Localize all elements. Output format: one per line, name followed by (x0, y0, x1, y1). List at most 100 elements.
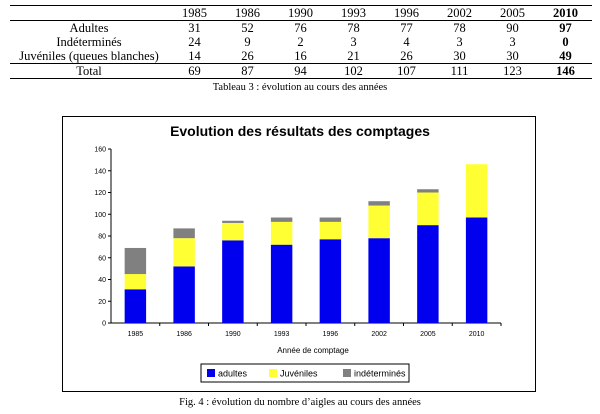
chart-frame: Evolution des résultats des comptages 0 2… (62, 116, 536, 392)
row-label: Indéterminés (56, 35, 122, 49)
table-cell: 78 (453, 21, 466, 35)
x-tick-label: 2005 (420, 331, 436, 338)
y-tick-label: 60 (98, 255, 106, 262)
x-tick-label: 2002 (371, 331, 387, 338)
total-cell: 94 (294, 64, 307, 78)
bar-segment-indéterminés (368, 201, 390, 206)
bar-segment-indéterminés (417, 189, 439, 193)
bars (124, 164, 488, 323)
row-label: Total (76, 64, 102, 78)
year-header: 2002 (447, 6, 472, 20)
legend-swatch (343, 369, 351, 377)
x-tick-label: 1985 (128, 331, 144, 338)
table-cell: 97 (559, 21, 572, 35)
table-cell: 90 (506, 21, 519, 35)
x-tick-label: 1986 (176, 331, 192, 338)
y-tick-label: 0 (102, 321, 106, 328)
bar-segment-indéterminés (270, 217, 293, 222)
table-row: Indéterminés 24 9 2 3 4 3 3 0 (10, 35, 592, 49)
table-caption: Tableau 3 : évolution au cours des année… (212, 82, 388, 93)
bar-segment-indéterminés (222, 220, 244, 223)
table-cell: 76 (294, 21, 307, 35)
bar-segment-adultes (222, 240, 244, 323)
table-cell: 9 (244, 35, 251, 49)
row-label: Adultes (69, 21, 109, 35)
legend-label: Juvéniles (280, 369, 318, 379)
table-cell: 49 (559, 49, 572, 63)
year-header: 1986 (235, 6, 260, 20)
table-corner-cell (10, 6, 168, 21)
counts-table: 1985 1986 1990 1993 1996 2002 2005 2010 … (10, 5, 592, 79)
y-tick-label: 140 (94, 168, 106, 175)
y-tick-label: 20 (98, 299, 106, 306)
bar-segment-indéterminés (319, 217, 342, 222)
stacked-bar-chart: Evolution des résultats des comptages 0 2… (94, 123, 502, 383)
legend-swatch (207, 369, 215, 377)
total-cell: 107 (397, 64, 416, 78)
total-cell: 102 (344, 64, 363, 78)
total-cell: 111 (450, 64, 469, 78)
year-header: 1996 (394, 6, 419, 20)
x-axis: 1985 1986 1990 1993 1996 2002 2005 2010 (111, 322, 502, 338)
table-cell: 3 (350, 35, 357, 49)
legend-label: adultes (218, 369, 248, 379)
bar-segment-juvéniles (124, 274, 147, 290)
table-row: Adultes 31 52 76 78 77 78 90 97 (10, 21, 592, 36)
bar-segment-juvéniles (319, 221, 342, 240)
bar-segment-adultes (465, 217, 488, 323)
bar-segment-indéterminés (173, 228, 195, 239)
y-tick-label: 40 (98, 277, 106, 284)
table-cell: 78 (347, 21, 360, 35)
table-header-row: 1985 1986 1990 1993 1996 2002 2005 2010 (10, 5, 592, 21)
y-tick-label: 100 (94, 212, 106, 219)
legend-box (200, 363, 410, 383)
total-cell: 69 (188, 64, 201, 78)
y-axis: 0 20 40 60 80 100 120 140 160 (94, 147, 112, 328)
table-cell: 3 (509, 35, 516, 49)
bar-segment-juvéniles (173, 238, 195, 267)
table-cell: 14 (188, 49, 201, 63)
y-tick-label: 160 (94, 147, 106, 154)
bar-segment-juvéniles (417, 192, 439, 226)
x-tick-label: 1996 (323, 331, 339, 338)
total-cell: 87 (241, 64, 254, 78)
y-tick-label: 80 (98, 234, 106, 241)
table-total-row: Total 69 87 94 102 107 111 123 146 (10, 63, 592, 79)
bar-segment-juvéniles (465, 164, 488, 218)
year-header: 2010 (553, 6, 578, 20)
table-cell: 31 (188, 21, 201, 35)
bar-segment-adultes (173, 266, 195, 323)
x-tick-label: 1993 (274, 331, 290, 338)
table-row: Juvéniles (queues blanches) 14 26 16 21 … (10, 49, 592, 64)
x-axis-label: Année de comptage (277, 346, 349, 355)
bar-segment-indéterminés (124, 247, 147, 275)
figure-caption: Fig. 4 : évolution du nombre d’aigles au… (179, 397, 421, 408)
bar-segment-adultes (124, 289, 147, 323)
bar-segment-adultes (368, 238, 390, 323)
bar-segment-adultes (319, 239, 342, 323)
table-cell: 3 (456, 35, 463, 49)
row-label: Juvéniles (queues blanches) (19, 49, 159, 63)
year-header: 1985 (182, 6, 207, 20)
bar-segment-juvéniles (368, 205, 390, 239)
total-cell: 146 (556, 64, 575, 78)
table-cell: 26 (400, 49, 413, 63)
table-cell: 4 (403, 35, 410, 49)
year-header: 1993 (341, 6, 366, 20)
legend-label: indéterminés (354, 369, 406, 379)
bar-segment-juvéniles (270, 221, 293, 245)
total-cell: 123 (503, 64, 522, 78)
year-header: 2005 (500, 6, 525, 20)
table-cell: 24 (188, 35, 201, 49)
table-cell: 52 (241, 21, 254, 35)
y-tick-label: 120 (94, 190, 106, 197)
bar-segment-adultes (270, 244, 293, 323)
bar-segment-adultes (417, 225, 439, 323)
table-cell: 26 (241, 49, 254, 63)
x-tick-label: 1990 (225, 331, 241, 338)
x-tick-label: 2010 (469, 331, 485, 338)
table-cell: 30 (506, 49, 519, 63)
year-header: 1990 (288, 6, 313, 20)
table-cell: 16 (294, 49, 307, 63)
chart-title: Evolution des résultats des comptages (170, 123, 430, 139)
